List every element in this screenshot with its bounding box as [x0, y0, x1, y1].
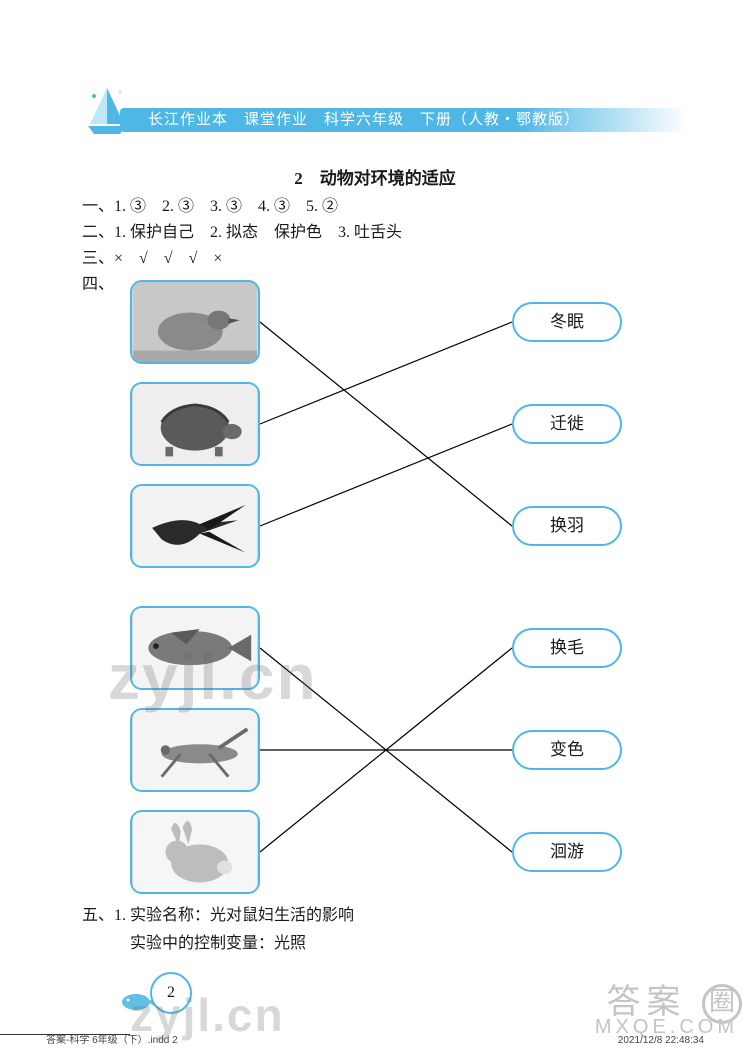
match-image-fish	[130, 606, 260, 690]
header-banner: 长江作业本 课堂作业 科学六年级 下册（人教・鄂教版）	[80, 86, 670, 146]
match-image-grasshopper	[130, 708, 260, 792]
sec5-line2: 实验中的控制变量：光照	[82, 930, 354, 958]
footer-right: 2021/12/8 22:48:34	[618, 1035, 704, 1046]
match-label-spawn: 洄游	[512, 832, 622, 872]
match-image-turtle	[130, 382, 260, 466]
match-image-goose	[130, 484, 260, 568]
wm-corner-main: 答案	[607, 983, 687, 1021]
section-five: 五、1. 实验名称：光对鼠妇生活的影响 实验中的控制变量：光照	[82, 902, 354, 958]
section-title: 2 动物对环境的适应	[0, 164, 750, 189]
answer-line-3: 三、× √ √ √ ×	[82, 246, 672, 272]
page: 长江作业本 课堂作业 科学六年级 下册（人教・鄂教版） 2 动物对环境的适应 一…	[0, 0, 750, 1054]
match-label-shed: 换毛	[512, 628, 622, 668]
sec5-line1: 五、1. 实验名称：光对鼠妇生活的影响	[82, 902, 354, 930]
wm-corner-ring: 圈	[702, 984, 742, 1024]
match-image-rabbit	[130, 810, 260, 894]
matching-lines	[82, 280, 672, 900]
footer-left: 答案-科学 6年级（下）.indd 2	[46, 1031, 178, 1046]
match-label-hibernate: 冬眠	[512, 302, 622, 342]
answer-line-2: 二、1. 保护自己 2. 拟态 保护色 3. 吐舌头	[82, 220, 672, 246]
match-label-color: 变色	[512, 730, 622, 770]
match-label-molt: 换羽	[512, 506, 622, 546]
match-label-migrate: 迁徙	[512, 404, 622, 444]
answer-line-1: 一、1. ③ 2. ③ 3. ③ 4. ③ 5. ②	[82, 194, 672, 220]
match-image-ptarmigan	[130, 280, 260, 364]
matching-area: 冬眠 迁徙 换羽 换毛 变色 洄游	[82, 280, 672, 900]
banner-text: 长江作业本 课堂作业 科学六年级 下册（人教・鄂教版）	[120, 108, 688, 132]
page-number-badge: 2	[126, 972, 236, 1022]
page-number: 2	[150, 972, 192, 1014]
